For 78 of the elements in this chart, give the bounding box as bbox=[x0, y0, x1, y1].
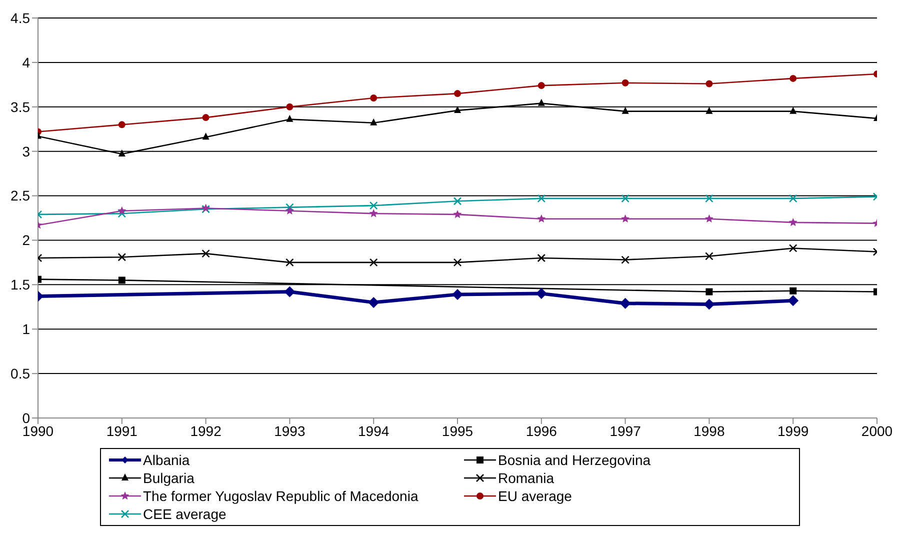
point bbox=[285, 206, 294, 215]
y-tick-label: 2 bbox=[22, 232, 30, 248]
point bbox=[705, 194, 714, 203]
point bbox=[621, 256, 630, 264]
point bbox=[368, 296, 380, 308]
point bbox=[621, 194, 630, 203]
x-tick-label: 1998 bbox=[694, 422, 725, 439]
point bbox=[118, 150, 126, 156]
point bbox=[453, 258, 462, 267]
legend-label: Bulgaria bbox=[143, 470, 194, 486]
legend-label: Bosnia and Herzegovina bbox=[498, 452, 651, 468]
point bbox=[620, 298, 631, 309]
x-tick-label: 1991 bbox=[106, 422, 138, 439]
point bbox=[202, 132, 210, 140]
point bbox=[118, 206, 126, 215]
x-tick-label: 1992 bbox=[190, 422, 222, 439]
point bbox=[118, 252, 126, 262]
y-tick-label: 4.5 bbox=[10, 10, 30, 26]
point bbox=[790, 287, 797, 294]
point bbox=[452, 288, 463, 300]
point bbox=[538, 98, 545, 106]
point bbox=[788, 295, 799, 306]
point bbox=[788, 244, 798, 252]
y-tick-label: 3 bbox=[22, 143, 30, 160]
point bbox=[118, 121, 126, 128]
point bbox=[704, 214, 714, 223]
point bbox=[788, 218, 798, 226]
point bbox=[118, 209, 126, 218]
point bbox=[286, 103, 294, 110]
point bbox=[622, 106, 629, 114]
point bbox=[286, 114, 294, 122]
point bbox=[537, 194, 546, 203]
point bbox=[454, 106, 461, 113]
x-tick-label: 1993 bbox=[274, 422, 306, 439]
point bbox=[286, 258, 294, 267]
point bbox=[790, 74, 797, 82]
x-tick-label: 1996 bbox=[526, 422, 558, 439]
point bbox=[369, 201, 378, 210]
point bbox=[790, 106, 797, 114]
point bbox=[453, 210, 462, 218]
point bbox=[286, 203, 294, 212]
point bbox=[453, 196, 462, 206]
point bbox=[202, 249, 210, 258]
x-tick-label: 1995 bbox=[442, 422, 474, 439]
point bbox=[706, 106, 713, 114]
point bbox=[705, 252, 714, 260]
x-tick-label: 1997 bbox=[610, 422, 642, 439]
x-tick-label: 2000 bbox=[861, 422, 893, 439]
legend-label: Romania bbox=[498, 470, 554, 486]
point bbox=[454, 90, 461, 98]
point bbox=[622, 79, 629, 86]
legend-label: CEE average bbox=[143, 506, 226, 522]
point bbox=[537, 214, 546, 223]
x-tick-label: 1999 bbox=[778, 422, 809, 439]
y-tick-label: 3.5 bbox=[10, 98, 30, 115]
point bbox=[370, 94, 378, 102]
legend-label: The former Yugoslav Republic of Macedonia bbox=[143, 488, 418, 504]
point bbox=[284, 286, 296, 298]
y-tick-label: 0.5 bbox=[10, 366, 30, 382]
point bbox=[788, 194, 798, 203]
point bbox=[202, 114, 210, 122]
point bbox=[538, 82, 545, 90]
y-tick-label: 4 bbox=[22, 54, 30, 70]
point bbox=[369, 258, 378, 267]
y-tick-label: 2.5 bbox=[10, 188, 30, 204]
point bbox=[369, 209, 378, 218]
point bbox=[537, 254, 546, 262]
legend-label: EU average bbox=[498, 488, 572, 504]
point bbox=[704, 298, 715, 310]
point bbox=[706, 80, 713, 88]
y-tick-label: 1.5 bbox=[10, 276, 30, 293]
point bbox=[118, 276, 126, 284]
point bbox=[706, 288, 713, 296]
x-tick-label: 1994 bbox=[358, 422, 390, 439]
y-tick-label: 1 bbox=[22, 321, 30, 338]
legend-label: Albania bbox=[143, 452, 190, 468]
point bbox=[621, 214, 630, 223]
point bbox=[370, 118, 378, 126]
